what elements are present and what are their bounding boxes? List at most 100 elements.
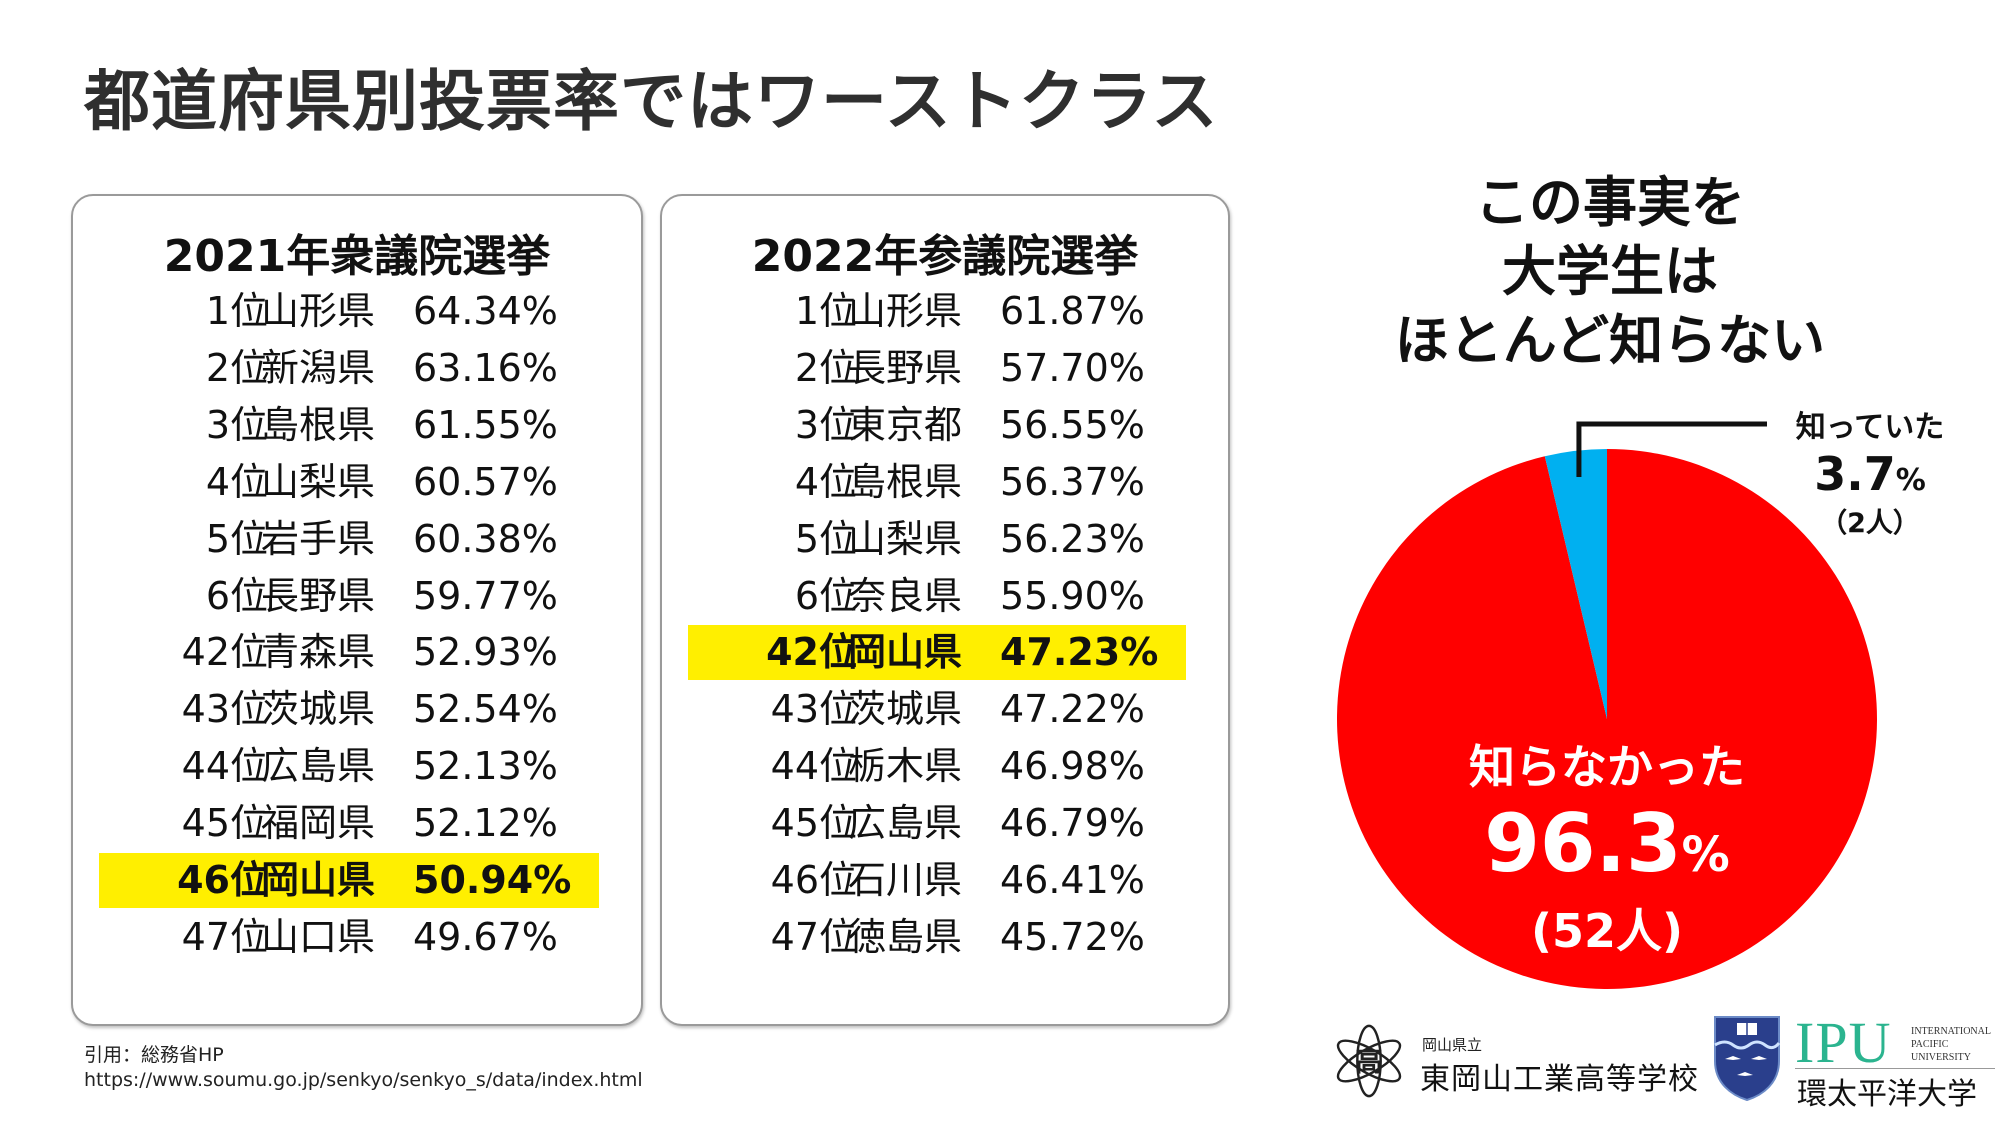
ranking-row: 3位 東京都 56.55% (662, 397, 1228, 454)
university-logo: IPU INTERNATIONAL PACIFIC UNIVERSITY 環太平… (1713, 1010, 1998, 1112)
source-label: 引用：総務省HP (84, 1044, 224, 1066)
atom-emblem-icon: 高 (1336, 1024, 1402, 1098)
university-abbr: IPU (1795, 1010, 1892, 1075)
rank-cell: 43位 (770, 687, 857, 731)
turnout-cell: 56.55% (1000, 403, 1145, 447)
turnout-cell: 52.13% (413, 744, 558, 788)
rank-cell: 1位 (205, 289, 268, 333)
prefecture-cell: 東京都 (848, 403, 963, 447)
shield-icon (1714, 1016, 1781, 1101)
count-label: （2人） (1820, 508, 1920, 539)
turnout-cell: 47.23% (1000, 630, 1159, 674)
rank-cell: 2位 (205, 346, 268, 390)
category-label: 知らなかった (1469, 740, 1745, 794)
ranking-row: 47位 山口県 49.67% (73, 909, 641, 966)
ranking-row: 46位 石川県 46.41% (662, 852, 1228, 909)
source-url: https://www.soumu.go.jp/senkyo/senkyo_s/… (84, 1069, 643, 1091)
ranking-row: 45位 広島県 46.79% (662, 795, 1228, 852)
ranking-card-2022: 2022年参議院選挙 1位 山形県 61.87% 2位 長野県 57.70% 3位 東京都 56… (660, 194, 1230, 1026)
pie-label-knew: 知っていた 3.7% （2人） (1770, 408, 1970, 541)
value-label: 96.3% (1484, 797, 1730, 890)
ranking-card-2021: 2021年衆議院選挙 1位 山形県 64.34% 2位 新潟県 63.16% 3位 島根県 61… (71, 194, 643, 1026)
turnout-cell: 60.38% (413, 517, 558, 561)
rank-cell: 42位 (766, 630, 857, 674)
prefecture-cell: 岡山県 (848, 630, 963, 674)
prefecture-cell: 岩手県 (261, 517, 376, 561)
prefecture-cell: 徳島県 (848, 915, 963, 959)
source-citation: 引用：総務省HP https://www.soumu.go.jp/senkyo/… (84, 1043, 643, 1093)
prefecture-cell: 広島県 (261, 744, 376, 788)
turnout-cell: 57.70% (1000, 346, 1145, 390)
school-name: 東岡山工業高等学校 (1420, 1062, 1699, 1097)
rank-cell: 47位 (181, 915, 268, 959)
turnout-cell: 46.41% (1000, 858, 1145, 902)
turnout-cell: 61.87% (1000, 289, 1145, 333)
ranking-row: 44位 広島県 52.13% (73, 738, 641, 795)
university-japanese-name: 環太平洋大学 (1797, 1077, 1977, 1112)
rank-cell: 46位 (770, 858, 857, 902)
prefecture-cell: 石川県 (848, 858, 963, 902)
turnout-cell: 46.98% (1000, 744, 1145, 788)
ranking-row: 43位 茨城県 52.54% (73, 681, 641, 738)
rank-cell: 45位 (770, 801, 857, 845)
ranking-row: 4位 島根県 56.37% (662, 454, 1228, 511)
ranking-row: 43位 茨城県 47.22% (662, 681, 1228, 738)
prefecture-cell: 福岡県 (261, 801, 376, 845)
chart-title-line: ほとんど知らない (1394, 309, 1826, 372)
turnout-cell: 56.23% (1000, 517, 1145, 561)
rank-cell: 6位 (205, 574, 268, 618)
prefecture-cell: 山形県 (261, 289, 376, 333)
ranking-row: 45位 福岡県 52.12% (73, 795, 641, 852)
rank-cell: 4位 (794, 460, 857, 504)
ranking-row: 6位 長野県 59.77% (73, 568, 641, 625)
prefecture-cell: 栃木県 (848, 744, 963, 788)
chart-title: この事実を 大学生は ほとんど知らない (1360, 168, 1860, 375)
school-prefecture: 岡山県立 (1422, 1036, 1483, 1054)
rank-cell: 4位 (205, 460, 268, 504)
ranking-row: 1位 山形県 64.34% (73, 283, 641, 340)
rank-cell: 42位 (181, 630, 268, 674)
prefecture-cell: 新潟県 (261, 346, 376, 390)
svg-text:高: 高 (1355, 1046, 1382, 1078)
page-title: 都道府県別投票率ではワーストクラス (84, 63, 1219, 140)
turnout-cell: 63.16% (413, 346, 558, 390)
rank-cell: 43位 (181, 687, 268, 731)
turnout-cell: 47.22% (1000, 687, 1145, 731)
ranking-row: 2位 新潟県 63.16% (73, 340, 641, 397)
prefecture-cell: 山形県 (848, 289, 963, 333)
prefecture-cell: 長野県 (261, 574, 376, 618)
school-logo: 高 岡山県立 東岡山工業高等学校 (1330, 1018, 1710, 1108)
prefecture-cell: 山梨県 (848, 517, 963, 561)
prefecture-cell: 広島県 (848, 801, 963, 845)
turnout-cell: 56.37% (1000, 460, 1145, 504)
turnout-cell: 61.55% (413, 403, 558, 447)
ranking-row: 2位 長野県 57.70% (662, 340, 1228, 397)
turnout-cell: 52.12% (413, 801, 558, 845)
prefecture-cell: 島根県 (848, 460, 963, 504)
ranking-row: 1位 山形県 61.87% (662, 283, 1228, 340)
prefecture-cell: 山梨県 (261, 460, 376, 504)
ranking-row: 6位 奈良県 55.90% (662, 568, 1228, 625)
rank-cell: 45位 (181, 801, 268, 845)
ranking-row: 44位 栃木県 46.98% (662, 738, 1228, 795)
rank-cell: 3位 (794, 403, 857, 447)
turnout-cell: 52.54% (413, 687, 558, 731)
university-english-name: INTERNATIONAL PACIFIC UNIVERSITY (1911, 1026, 1991, 1063)
rank-cell: 46位 (177, 858, 268, 902)
ranking-row: 42位 青森県 52.93% (73, 624, 641, 681)
rank-cell: 47位 (770, 915, 857, 959)
ranking-row: 5位 山梨県 56.23% (662, 511, 1228, 568)
turnout-cell: 52.93% (413, 630, 558, 674)
rank-cell: 2位 (794, 346, 857, 390)
ranking-row: 5位 岩手県 60.38% (73, 511, 641, 568)
prefecture-cell: 奈良県 (848, 574, 963, 618)
divider (1795, 1068, 1995, 1069)
rank-cell: 5位 (205, 517, 268, 561)
ranking-row-highlighted: 42位 岡山県 47.23% (662, 624, 1228, 681)
turnout-cell: 46.79% (1000, 801, 1145, 845)
prefecture-cell: 茨城県 (848, 687, 963, 731)
prefecture-cell: 青森県 (261, 630, 376, 674)
chart-title-line: 大学生は (1502, 240, 1718, 303)
prefecture-cell: 島根県 (261, 403, 376, 447)
turnout-cell: 50.94% (413, 858, 572, 902)
